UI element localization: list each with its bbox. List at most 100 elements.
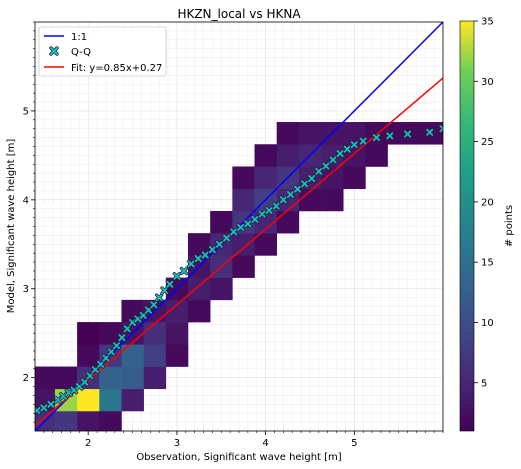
qq-point [186, 259, 196, 269]
qq-point [112, 341, 121, 350]
qq-point [321, 161, 331, 171]
heatmap-cell [143, 366, 167, 390]
colorbar-tick-label: 35 [481, 17, 494, 28]
qq-point [172, 272, 182, 281]
heatmap-cell [409, 122, 433, 145]
heatmap-cell [165, 344, 189, 367]
heatmap-cell [232, 255, 255, 278]
qq-point [343, 144, 352, 154]
heatmap-cell [232, 233, 255, 256]
qq-point [425, 128, 434, 137]
heatmap-cell [99, 388, 122, 412]
heatmap-cell [254, 144, 277, 167]
heatmap-cell [232, 188, 255, 212]
qq-point [250, 215, 260, 224]
colorbar: 5 10 15 20 25 30 35 # points [459, 17, 515, 432]
qq-point [272, 201, 281, 211]
qq-point [80, 377, 89, 387]
axis-ticks: 2 3 4 5 2 3 4 5 [23, 21, 444, 449]
legend-label-1to1: 1:1 [71, 32, 87, 43]
qq-point [154, 293, 164, 302]
qq-point [201, 250, 210, 260]
colorbar-tick-label: 25 [481, 137, 494, 148]
heatmap-cell [276, 144, 300, 167]
qq-point [117, 333, 127, 342]
colorbar-gradient [459, 20, 475, 432]
colorbar-ticks: 5 10 15 20 25 30 35 [474, 17, 494, 389]
heatmap-cell [232, 166, 255, 190]
heatmap-cell [99, 366, 122, 390]
heatmap-cell [77, 410, 100, 431]
heatmap-cell [77, 388, 100, 412]
chart-title: HKZN_local vs HKNA [177, 7, 301, 21]
qq-point [229, 227, 238, 237]
heatmap-cell [210, 210, 233, 234]
heatmap-cell [188, 299, 211, 323]
colorbar-tick-label: 5 [481, 378, 487, 389]
heatmap-cell [77, 322, 100, 345]
qq-point [372, 133, 381, 142]
heatmap-cell [431, 122, 443, 145]
heatmap-cell [54, 366, 78, 390]
qq-point [64, 388, 73, 397]
heatmap-cell [321, 188, 344, 212]
heatmap-cell [121, 344, 144, 367]
qq-point [243, 219, 253, 229]
colorbar-tick-label: 15 [481, 258, 494, 269]
qq-point [358, 136, 368, 146]
heatmap-cell [254, 166, 277, 190]
heatmap-cell [343, 166, 366, 190]
colorbar-tick-label: 10 [481, 318, 494, 329]
x-tick-label: 3 [174, 438, 180, 449]
y-axis-label: Model, Significant wave height [m] [6, 139, 17, 314]
heatmap-cell [99, 410, 122, 431]
heatmap-cell [77, 344, 100, 367]
qq-point [307, 174, 316, 183]
heatmap-cell [143, 322, 167, 345]
x-tick-label: 5 [351, 438, 357, 449]
qq-scatter [35, 124, 443, 415]
qq-point [39, 403, 49, 413]
heatmap-cell [165, 299, 189, 323]
heatmap-cell [143, 344, 167, 367]
colorbar-label: # points [504, 205, 515, 247]
heatmap-cell [276, 122, 300, 145]
heatmap-cell [210, 277, 233, 301]
qq-point [328, 155, 338, 165]
qq-point [385, 131, 394, 141]
x-axis-label: Observation, Significant wave height [m] [136, 452, 341, 463]
x-tick-label: 2 [85, 438, 91, 449]
heatmap-cell [254, 233, 277, 256]
heatmap-cell [188, 233, 211, 256]
heatmap-cell [298, 188, 322, 212]
heatmap-cell [99, 322, 122, 345]
qq-point [179, 266, 189, 276]
qq-point [350, 140, 359, 149]
legend-marker-qq [49, 46, 59, 56]
qq-point [96, 360, 105, 369]
y-tick-label: 2 [23, 373, 29, 384]
qq-point [160, 286, 169, 295]
heatmap-cell [35, 366, 56, 390]
qq-point [165, 280, 175, 289]
qq-point [193, 254, 203, 263]
qq-point [403, 129, 412, 139]
heatmap-cell [165, 322, 189, 345]
qq-point [222, 233, 231, 243]
heatmap-cell [121, 388, 144, 412]
colorbar-tick-label: 30 [481, 77, 494, 88]
qq-point [149, 300, 159, 309]
qq-point [286, 190, 295, 199]
qq-point [46, 400, 56, 409]
qq-point [293, 184, 302, 194]
heatmap-cell [121, 366, 144, 390]
qq-point [215, 240, 224, 249]
qq-point [335, 149, 345, 158]
grid [35, 22, 443, 431]
y-tick-label: 5 [23, 106, 29, 117]
heatmap-cell [54, 410, 78, 431]
qq-point [438, 124, 443, 133]
qq-point [123, 324, 132, 333]
legend-label-fit: Fit: y=0.85x+0.27 [71, 63, 162, 74]
